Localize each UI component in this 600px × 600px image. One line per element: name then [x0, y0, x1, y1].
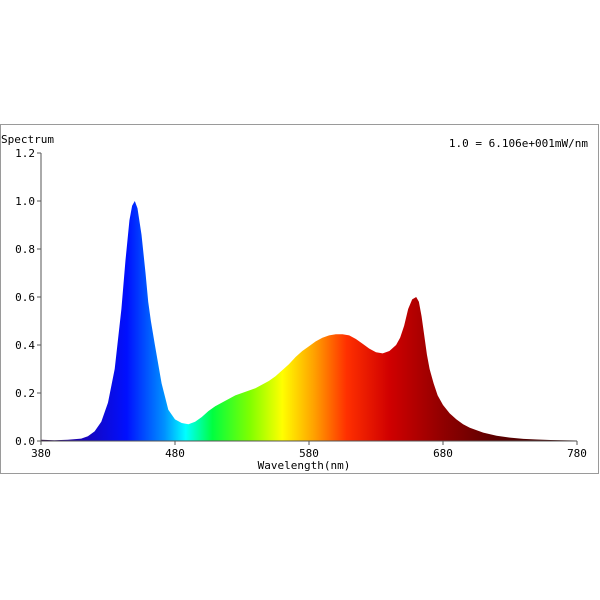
x-tick-label: 580: [299, 447, 319, 460]
y-tick-label: 1.0: [15, 195, 35, 208]
y-tick-label: 0.8: [15, 243, 35, 256]
x-tick-label: 480: [165, 447, 185, 460]
y-axis-title: Spectrum: [1, 133, 54, 146]
x-tick-label: 780: [567, 447, 587, 460]
y-tick-label: 0.6: [15, 291, 35, 304]
spectrum-chart: 0.0 0.2 0.4 0.6 0.8 1.0 1.2 380 480 580 680 780 Spe…: [1, 133, 588, 472]
y-tick-label: 0.4: [15, 339, 35, 352]
scale-annotation: 1.0 = 6.106e+001mW/nm: [449, 137, 588, 150]
axis-ticks: 0.0 0.2 0.4 0.6 0.8 1.0 1.2 380 480 580 680 780: [15, 147, 587, 460]
y-tick-label: 0.0: [15, 435, 35, 448]
y-tick-label: 0.2: [15, 387, 35, 400]
spectrum-area: [41, 201, 577, 441]
x-tick-label: 680: [433, 447, 453, 460]
x-axis-title: Wavelength(nm): [258, 459, 351, 472]
chart-frame: 0.0 0.2 0.4 0.6 0.8 1.0 1.2 380 480 580 680 780 Spe…: [0, 124, 599, 474]
y-tick-label: 1.2: [15, 147, 35, 160]
x-tick-label: 380: [31, 447, 51, 460]
plot-area: [41, 201, 577, 441]
